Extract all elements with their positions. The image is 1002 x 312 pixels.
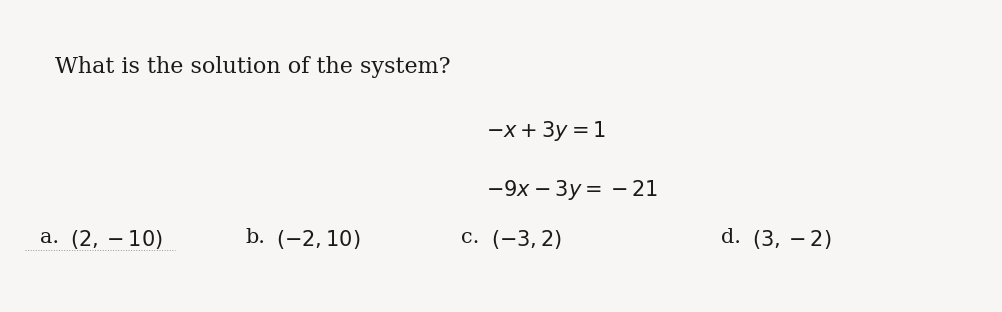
Text: $(3,-2)$: $(3,-2)$ [752, 228, 831, 251]
Text: What is the solution of the system?: What is the solution of the system? [55, 56, 451, 78]
Text: d.: d. [721, 228, 741, 247]
Text: $-x+3y=1$: $-x+3y=1$ [486, 119, 606, 143]
Text: b.: b. [245, 228, 266, 247]
Text: $(2,-10)$: $(2,-10)$ [70, 228, 162, 251]
Text: $(-2,10)$: $(-2,10)$ [276, 228, 360, 251]
Text: a.: a. [40, 228, 59, 247]
Text: $-9x-3y=-21$: $-9x-3y=-21$ [486, 178, 658, 202]
Text: c.: c. [461, 228, 479, 247]
Text: $(-3,2)$: $(-3,2)$ [491, 228, 562, 251]
